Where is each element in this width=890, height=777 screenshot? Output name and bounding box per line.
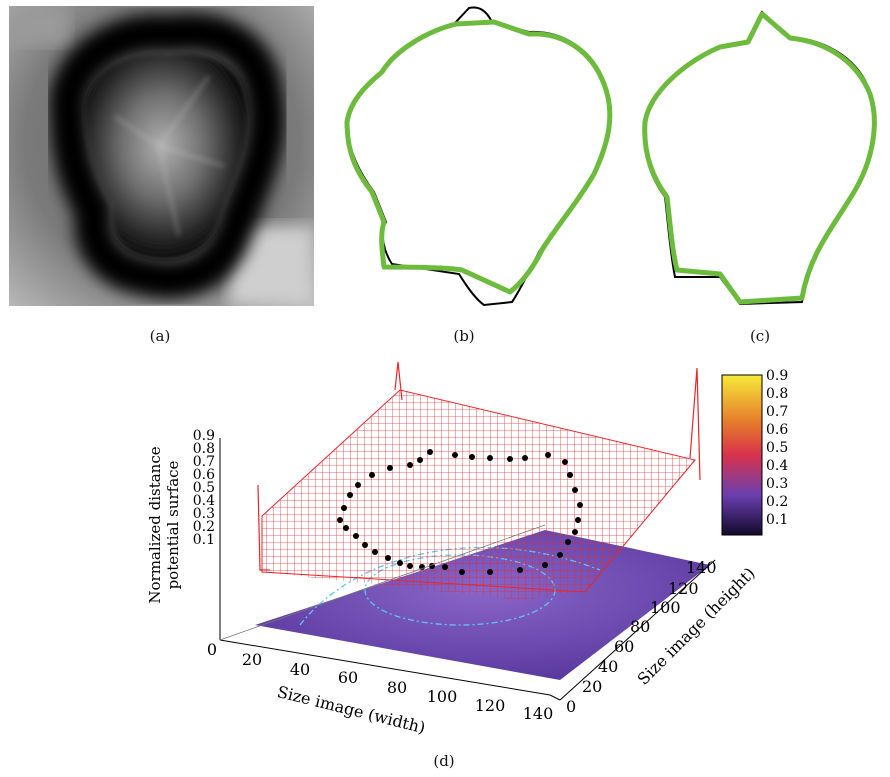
x-axis-ticks: 0 20 40 60 80 100 120 140 [207,640,553,723]
svg-text:0.4: 0.4 [766,458,788,474]
spike-right [689,367,701,481]
svg-text:80: 80 [630,617,650,636]
svg-text:140: 140 [686,558,717,577]
svg-text:0.7: 0.7 [766,404,788,420]
contour-overlay-c [642,10,877,306]
svg-text:40: 40 [290,660,310,679]
svg-text:0.2: 0.2 [766,494,788,510]
y-axis-ticks: 0 20 40 60 80 100 120 140 [566,558,717,716]
svg-text:100: 100 [650,598,681,617]
svg-text:0.8: 0.8 [766,386,788,402]
svg-text:0.7: 0.7 [193,454,215,470]
svg-text:0.4: 0.4 [193,493,215,509]
svg-text:0.8: 0.8 [193,441,215,457]
svg-text:100: 100 [427,687,458,706]
svg-text:0.3: 0.3 [766,476,788,492]
svg-text:20: 20 [582,677,602,696]
svg-text:0: 0 [207,640,217,659]
svg-text:120: 120 [668,579,699,598]
spike-front [257,484,270,571]
svg-text:0.5: 0.5 [193,480,215,496]
svg-text:0.9: 0.9 [193,428,215,444]
svg-text:0.1: 0.1 [193,532,215,548]
svg-text:0.5: 0.5 [766,440,788,456]
z-axis-label-line2: potential surface [164,460,182,589]
panel-c-contour-overlay [630,2,885,312]
colorbar [721,374,763,536]
svg-text:120: 120 [475,696,506,715]
svg-text:0.6: 0.6 [766,422,788,438]
z-axis-label-line1: Normalized distance [146,446,164,603]
svg-text:20: 20 [242,650,262,669]
surface-mesh [262,390,695,600]
distance-map-image [9,6,314,306]
x-axis [219,639,551,696]
svg-text:60: 60 [614,637,634,656]
panel-d-surface-plot: 0.9 0.8 0.7 0.6 0.5 0.4 0.3 0.2 0.1 Norm… [0,360,890,750]
spike-left [394,361,403,401]
caption-b: (b) [453,327,475,345]
colorbar-ticks: 0.9 0.8 0.7 0.6 0.5 0.4 0.3 0.2 0.1 [766,368,788,528]
surface-plot-svg: 0.9 0.8 0.7 0.6 0.5 0.4 0.3 0.2 0.1 Norm… [146,361,788,737]
y-axis [559,559,716,701]
svg-text:0.6: 0.6 [193,467,215,483]
panel-b-contour-overlay [334,2,619,312]
panel-a-distance-map [9,6,314,306]
caption-d: (d) [433,752,455,770]
svg-text:40: 40 [598,657,618,676]
svg-text:80: 80 [387,678,407,697]
svg-text:0: 0 [566,697,576,716]
contour-overlay-b [344,6,613,307]
svg-text:0.2: 0.2 [193,519,215,535]
svg-text:0.1: 0.1 [766,512,788,528]
caption-c: (c) [749,327,771,345]
caption-a: (a) [149,327,171,345]
svg-text:0.3: 0.3 [193,506,215,522]
contour-points [337,449,583,575]
svg-text:0.9: 0.9 [766,368,788,384]
svg-text:140: 140 [523,704,554,723]
z-axis-ticks: 0.9 0.8 0.7 0.6 0.5 0.4 0.3 0.2 0.1 [193,428,215,548]
svg-text:60: 60 [338,668,358,687]
